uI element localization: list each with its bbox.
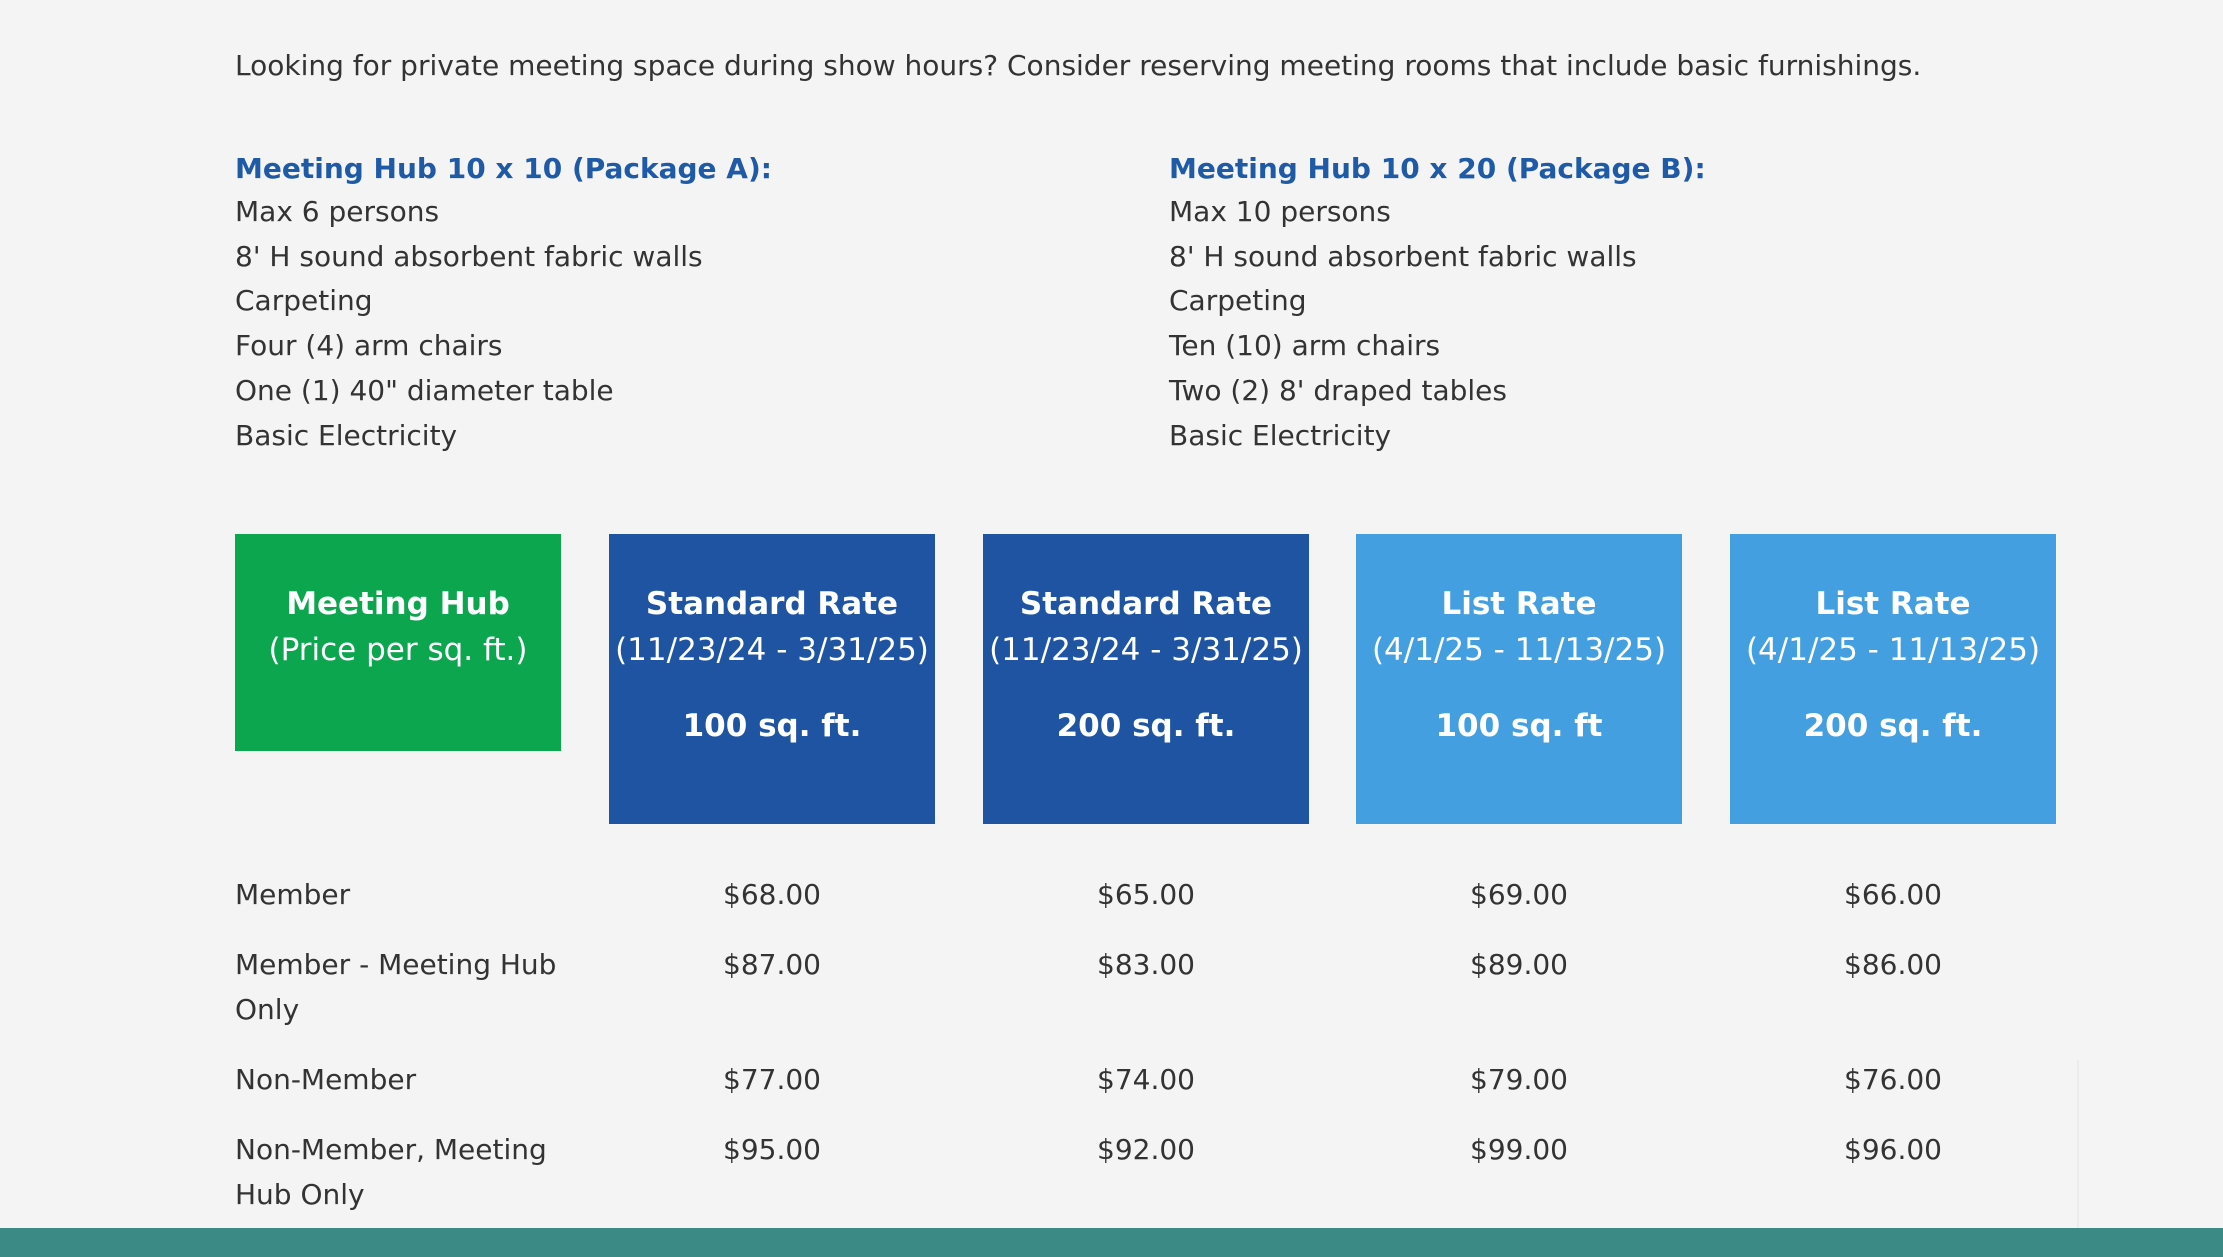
package-b-item: 8' H sound absorbent fabric walls bbox=[1169, 239, 1637, 273]
price-cell: $86.00 bbox=[1844, 948, 1942, 981]
price-cell: $95.00 bbox=[723, 1133, 821, 1166]
row-label: Non-Member bbox=[235, 1063, 417, 1096]
package-a-item: 8' H sound absorbent fabric walls bbox=[235, 239, 703, 273]
price-cell: $83.00 bbox=[1097, 948, 1195, 981]
package-b-item: Max 10 persons bbox=[1169, 195, 1391, 228]
header-dates: (4/1/25 - 11/13/25) bbox=[1371, 632, 1667, 668]
price-cell: $99.00 bbox=[1470, 1133, 1568, 1166]
price-cell: $68.00 bbox=[723, 878, 821, 911]
package-a: Meeting Hub 10 x 10 (Package A): Max 6 p… bbox=[235, 148, 1075, 458]
price-cell: $69.00 bbox=[1470, 878, 1568, 911]
package-b-item: Basic Electricity bbox=[1169, 418, 1392, 452]
package-b: Meeting Hub 10 x 20 (Package B): Max 10 … bbox=[1169, 148, 2009, 458]
list-rate-200-header: List Rate (4/1/25 - 11/13/25) 200 sq. ft… bbox=[1730, 534, 2056, 824]
package-b-item: Carpeting bbox=[1169, 284, 1307, 318]
price-cell: $79.00 bbox=[1470, 1063, 1568, 1096]
price-cell: $65.00 bbox=[1097, 878, 1195, 911]
header-size: 100 sq. ft bbox=[1435, 708, 1603, 744]
package-b-item: Two (2) 8' draped tables bbox=[1169, 373, 1507, 407]
scroll-edge-divider bbox=[2077, 1060, 2079, 1228]
package-a-item: Four (4) arm chairs bbox=[235, 329, 503, 363]
header-title: Meeting Hub bbox=[286, 586, 510, 622]
header-dates: (4/1/25 - 11/13/25) bbox=[1745, 632, 2041, 668]
header-title: List Rate bbox=[1441, 586, 1597, 622]
price-cell: $96.00 bbox=[1844, 1133, 1942, 1166]
header-subtitle: (Price per sq. ft.) bbox=[268, 632, 528, 668]
header-title: Standard Rate bbox=[1019, 586, 1273, 622]
standard-rate-200-header: Standard Rate (11/23/24 - 3/31/25) 200 s… bbox=[983, 534, 1309, 824]
header-dates: (11/23/24 - 3/31/25) bbox=[615, 632, 929, 668]
package-a-item: Max 6 persons bbox=[235, 195, 440, 228]
price-cell: $66.00 bbox=[1844, 878, 1942, 911]
price-cell: $89.00 bbox=[1470, 948, 1568, 981]
list-rate-100-header: List Rate (4/1/25 - 11/13/25) 100 sq. ft bbox=[1356, 534, 1682, 824]
standard-rate-100-header: Standard Rate (11/23/24 - 3/31/25) 100 s… bbox=[609, 534, 935, 824]
package-a-title: Meeting Hub 10 x 10 (Package A): bbox=[235, 152, 772, 185]
header-title: Standard Rate bbox=[645, 586, 899, 622]
price-cell: $74.00 bbox=[1097, 1063, 1195, 1096]
package-a-item: Basic Electricity bbox=[235, 418, 458, 452]
row-label: Member bbox=[235, 878, 351, 911]
pricing-section: Looking for private meeting space during… bbox=[235, 0, 2056, 1228]
row-label: Non-Member, Meeting Hub Only bbox=[235, 1133, 547, 1211]
header-size: 200 sq. ft. bbox=[1056, 708, 1236, 744]
package-b-title: Meeting Hub 10 x 20 (Package B): bbox=[1169, 152, 1706, 185]
footer-bar bbox=[0, 1228, 2223, 1257]
header-size: 200 sq. ft. bbox=[1803, 708, 1983, 744]
header-title: List Rate bbox=[1815, 586, 1971, 622]
meeting-hub-header: Meeting Hub (Price per sq. ft.) bbox=[235, 534, 561, 751]
package-b-item: Ten (10) arm chairs bbox=[1169, 329, 1441, 363]
package-a-item: One (1) 40" diameter table bbox=[235, 373, 614, 407]
header-dates: (11/23/24 - 3/31/25) bbox=[989, 632, 1303, 668]
row-label: Member - Meeting Hub Only bbox=[235, 948, 557, 1026]
price-cell: $87.00 bbox=[723, 948, 821, 981]
package-a-item: Carpeting bbox=[235, 284, 373, 318]
header-size: 100 sq. ft. bbox=[682, 708, 862, 744]
price-cell: $76.00 bbox=[1844, 1063, 1942, 1096]
intro-text: Looking for private meeting space during… bbox=[235, 49, 1922, 82]
price-cell: $92.00 bbox=[1097, 1133, 1195, 1166]
price-cell: $77.00 bbox=[723, 1063, 821, 1096]
